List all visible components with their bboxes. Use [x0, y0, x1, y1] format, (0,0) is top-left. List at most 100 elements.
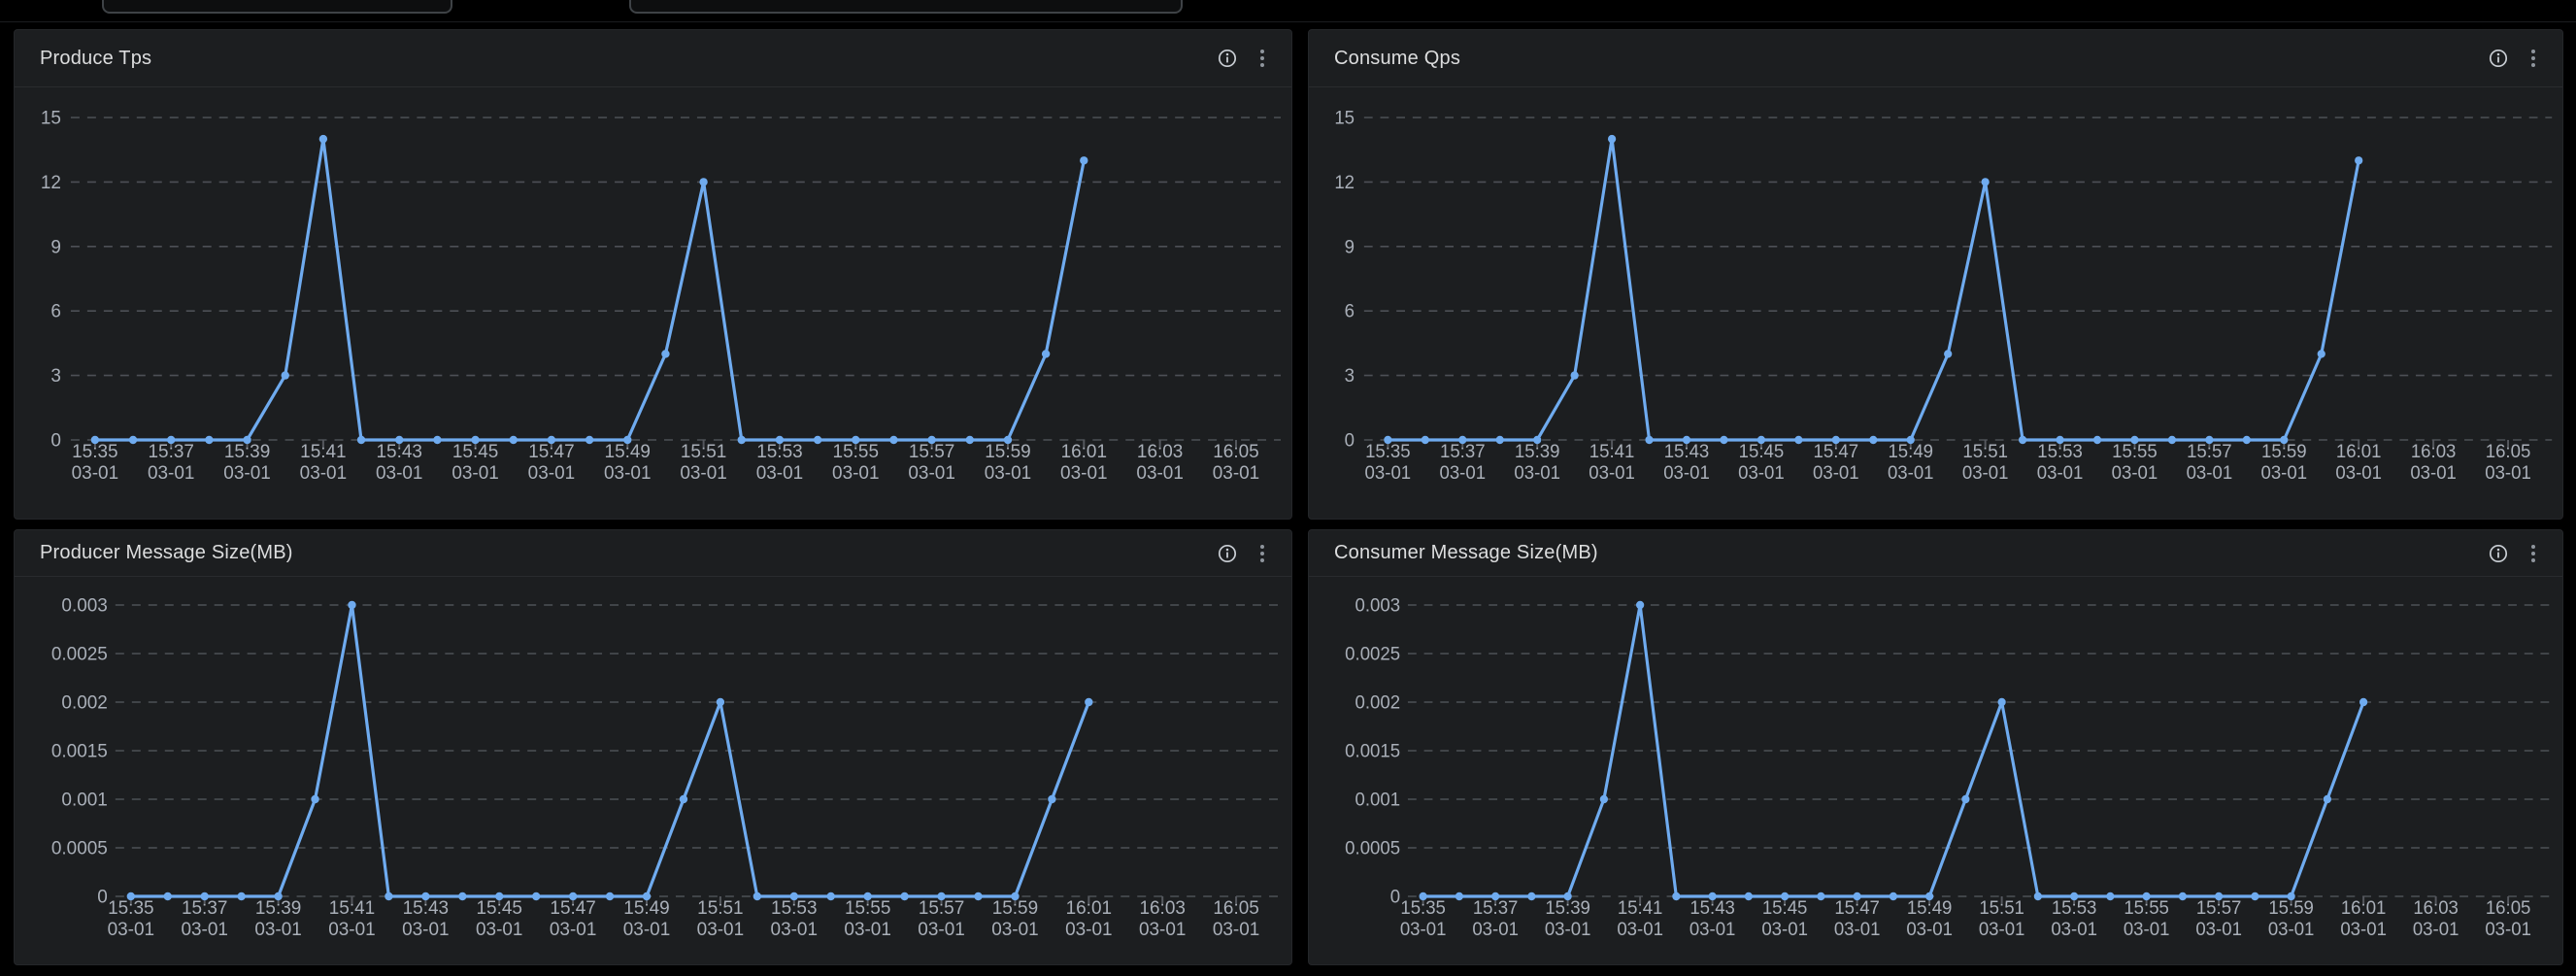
chart-consume-qps[interactable]: 0369121515:3503-0115:3703-0115:3903-0115… — [1309, 87, 2562, 520]
y-tick-label: 0.0015 — [51, 741, 108, 761]
x-tick-label-time: 15:49 — [623, 898, 669, 919]
data-point — [126, 892, 136, 901]
chart-consumer-message-size[interactable]: 00.00050.0010.00150.0020.00250.00315:350… — [1309, 577, 2562, 965]
x-tick-label-date: 03-01 — [985, 463, 1031, 484]
info-icon[interactable] — [2489, 544, 2508, 563]
data-point — [1607, 134, 1617, 144]
top-bar — [0, 0, 2576, 22]
data-point — [395, 435, 404, 445]
x-tick-label-time: 15:37 — [1473, 897, 1519, 918]
data-point — [237, 892, 246, 901]
top-input-2[interactable] — [629, 0, 1183, 14]
x-tick-label-time: 15:53 — [2052, 897, 2097, 918]
x-tick-label-date: 03-01 — [1545, 919, 1591, 939]
kebab-menu-icon[interactable] — [2529, 48, 2537, 69]
data-point — [2018, 435, 2027, 445]
x-tick-label-time: 15:35 — [108, 898, 153, 919]
kebab-menu-icon[interactable] — [1258, 543, 1266, 564]
x-tick-label-time: 15:37 — [148, 442, 193, 462]
x-tick-label-time: 16:03 — [1137, 442, 1183, 462]
data-point — [813, 435, 822, 445]
x-tick-label-time: 16:05 — [1213, 898, 1258, 919]
panel-header-icons — [2489, 530, 2537, 576]
x-tick-label-date: 03-01 — [181, 920, 227, 940]
x-tick-label-time: 15:41 — [1618, 897, 1663, 918]
x-tick-label-time: 16:03 — [2413, 897, 2459, 918]
x-tick-label-time: 16:05 — [2486, 897, 2531, 918]
y-tick-label: 0.0025 — [1345, 643, 1400, 663]
x-tick-label-time: 15:53 — [756, 442, 802, 462]
data-point — [1720, 435, 1728, 445]
x-tick-label-date: 03-01 — [1589, 462, 1635, 483]
data-point — [243, 435, 251, 445]
data-point — [1455, 892, 1463, 901]
y-tick-label: 0.002 — [1355, 691, 1401, 712]
panel-header: Consumer Message Size(MB) — [1309, 530, 2562, 577]
chart-producer-message-size[interactable]: 00.00050.0010.00150.0020.00250.00315:350… — [15, 577, 1291, 965]
data-point — [623, 435, 632, 445]
x-tick-label-time: 15:47 — [550, 898, 595, 919]
data-point — [2033, 892, 2042, 901]
series-line — [1386, 137, 2360, 442]
x-tick-label-time: 15:51 — [1962, 441, 2008, 461]
info-icon[interactable] — [1218, 49, 1237, 68]
panel-header-icons — [1218, 530, 1266, 576]
data-point — [863, 892, 872, 901]
x-tick-label-date: 03-01 — [2485, 919, 2531, 939]
data-point — [974, 892, 983, 901]
data-point — [775, 435, 785, 445]
kebab-menu-icon[interactable] — [2529, 543, 2537, 564]
data-point — [585, 435, 594, 445]
y-tick-label: 9 — [1345, 236, 1355, 256]
data-point — [889, 435, 898, 445]
x-tick-label-date: 03-01 — [1439, 462, 1486, 483]
data-point — [1961, 794, 1970, 804]
info-icon[interactable] — [1218, 544, 1237, 563]
data-point — [826, 892, 835, 901]
y-tick-label: 6 — [50, 302, 61, 322]
data-point — [699, 178, 708, 186]
data-point — [274, 892, 283, 901]
x-tick-label-time: 15:41 — [1589, 441, 1635, 461]
data-point — [716, 697, 725, 707]
data-point — [200, 892, 209, 901]
data-point — [318, 134, 328, 144]
x-tick-label-time: 15:55 — [845, 898, 890, 919]
data-point — [1527, 892, 1536, 901]
info-icon[interactable] — [2489, 49, 2508, 68]
x-tick-label-date: 03-01 — [908, 463, 954, 484]
x-tick-label-time: 15:49 — [1907, 897, 1953, 918]
x-tick-label-time: 15:57 — [919, 898, 964, 919]
data-point — [458, 892, 467, 901]
data-point — [433, 435, 442, 445]
y-tick-label: 0.002 — [61, 692, 107, 713]
x-tick-label-time: 15:59 — [2261, 441, 2307, 461]
data-point — [1048, 794, 1056, 804]
data-point — [1781, 892, 1790, 901]
x-tick-label-time: 15:41 — [329, 898, 375, 919]
x-tick-label-date: 03-01 — [1065, 920, 1112, 940]
x-tick-label-date: 03-01 — [254, 920, 301, 940]
data-point — [900, 892, 909, 901]
kebab-menu-icon[interactable] — [1258, 48, 1266, 69]
x-tick-label-date: 03-01 — [2124, 919, 2170, 939]
data-point — [1003, 435, 1013, 445]
x-tick-label-date: 03-01 — [844, 920, 890, 940]
x-tick-label-date: 03-01 — [991, 920, 1038, 940]
y-tick-label: 9 — [50, 237, 61, 257]
data-point — [1080, 156, 1088, 165]
data-point — [2323, 794, 2331, 804]
x-tick-label-time: 15:47 — [1814, 441, 1859, 461]
data-point — [495, 892, 504, 901]
x-tick-label-time: 15:39 — [1545, 897, 1590, 918]
x-tick-label-time: 16:01 — [2336, 441, 2382, 461]
data-point — [163, 892, 172, 901]
y-tick-label: 12 — [1334, 172, 1355, 192]
data-point — [1853, 892, 1861, 901]
y-tick-label: 0.0025 — [51, 644, 108, 664]
top-input-1[interactable] — [102, 0, 452, 14]
chart-produce-tps[interactable]: 0369121515:3503-0115:3703-0115:3903-0115… — [15, 87, 1291, 520]
x-tick-label-date: 03-01 — [328, 920, 375, 940]
x-tick-label-date: 03-01 — [2112, 462, 2158, 483]
data-point — [547, 435, 556, 445]
